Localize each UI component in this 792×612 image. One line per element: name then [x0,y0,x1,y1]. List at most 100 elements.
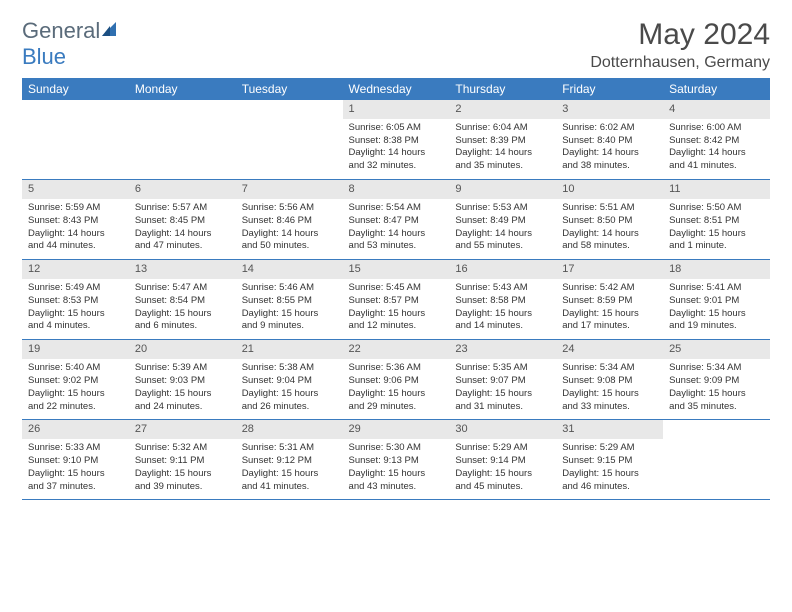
sunrise-text: Sunrise: 5:57 AM [135,202,230,215]
calendar-cell: 5Sunrise: 5:59 AMSunset: 8:43 PMDaylight… [22,180,129,260]
daylight-text: Daylight: 15 hours [28,388,123,401]
sunset-text: Sunset: 9:11 PM [135,455,230,468]
sunrise-text: Sunrise: 5:47 AM [135,282,230,295]
calendar-week-row: 5 Sunrise: 5:59 AMSunset: 8:43 PM Daylight… [22,180,770,260]
day-number: 4 [663,100,770,119]
day-body: Sunrise: 6:05 AMSunset: 8:38 PMDaylight:… [343,119,450,179]
day-body: Sunrise: 5:42 AMSunset: 8:59 PMDaylight:… [556,279,663,339]
calendar-cell: 10Sunrise: 5:51 AMSunset: 8:50 PMDayligh… [556,180,663,260]
calendar-cell: 16Sunrise: 5:43 AMSunset: 8:58 PMDayligh… [449,260,556,340]
daylight-text: Daylight: 15 hours [242,308,337,321]
sunset-text: Sunset: 8:55 PM [242,295,337,308]
day-body: Sunrise: 6:00 AMSunset: 8:42 PMDaylight:… [663,119,770,179]
daylight-text: and 6 minutes. [135,320,230,333]
sunset-text: Sunset: 9:06 PM [349,375,444,388]
calendar-cell: 25Sunrise: 5:34 AMSunset: 9:09 PMDayligh… [663,340,770,420]
sunrise-text: Sunrise: 5:46 AM [242,282,337,295]
weekday-header: Tuesday [236,78,343,100]
day-number: 19 [22,340,129,359]
daylight-text: Daylight: 15 hours [135,308,230,321]
daylight-text: and 4 minutes. [28,320,123,333]
daylight-text: and 45 minutes. [455,481,550,494]
sunset-text: Sunset: 8:43 PM [28,215,123,228]
calendar-cell: 30Sunrise: 5:29 AMSunset: 9:14 PMDayligh… [449,420,556,500]
day-number: 24 [556,340,663,359]
daylight-text: and 9 minutes. [242,320,337,333]
sunrise-text: Sunrise: 5:32 AM [135,442,230,455]
calendar-cell [236,100,343,180]
sunset-text: Sunset: 8:39 PM [455,135,550,148]
daylight-text: and 46 minutes. [562,481,657,494]
day-body-empty [663,439,770,491]
calendar-cell [129,100,236,180]
day-number: 25 [663,340,770,359]
daylight-text: Daylight: 15 hours [562,388,657,401]
calendar-cell: 21Sunrise: 5:38 AMSunset: 9:04 PMDayligh… [236,340,343,420]
daylight-text: and 22 minutes. [28,401,123,414]
daylight-text: Daylight: 14 hours [669,147,764,160]
day-body: Sunrise: 5:56 AMSunset: 8:46 PMDaylight:… [236,199,343,259]
day-number: 22 [343,340,450,359]
sunset-text: Sunset: 8:59 PM [562,295,657,308]
daylight-text: Daylight: 15 hours [349,468,444,481]
daylight-text: Daylight: 15 hours [28,468,123,481]
day-body: Sunrise: 5:40 AMSunset: 9:02 PMDaylight:… [22,359,129,419]
day-number: 2 [449,100,556,119]
day-number: 10 [556,180,663,199]
calendar-cell: 2Sunrise: 6:04 AMSunset: 8:39 PMDaylight… [449,100,556,180]
day-number: 29 [343,420,450,439]
daylight-text: and 58 minutes. [562,240,657,253]
day-body: Sunrise: 5:53 AMSunset: 8:49 PMDaylight:… [449,199,556,259]
daylight-text: and 44 minutes. [28,240,123,253]
day-number: 27 [129,420,236,439]
daylight-text: and 55 minutes. [455,240,550,253]
calendar-cell: 31Sunrise: 5:29 AMSunset: 9:15 PMDayligh… [556,420,663,500]
day-body: Sunrise: 6:04 AMSunset: 8:39 PMDaylight:… [449,119,556,179]
calendar-cell: 20Sunrise: 5:39 AMSunset: 9:03 PMDayligh… [129,340,236,420]
daylight-text: Daylight: 14 hours [135,228,230,241]
day-number: 7 [236,180,343,199]
day-body: Sunrise: 5:36 AMSunset: 9:06 PMDaylight:… [343,359,450,419]
day-number: 5 [22,180,129,199]
sunrise-text: Sunrise: 5:59 AM [28,202,123,215]
calendar-cell: 7Sunrise: 5:56 AMSunset: 8:46 PMDaylight… [236,180,343,260]
daylight-text: and 33 minutes. [562,401,657,414]
sunset-text: Sunset: 9:10 PM [28,455,123,468]
sunset-text: Sunset: 9:04 PM [242,375,337,388]
weekday-header-row: Sunday Monday Tuesday Wednesday Thursday… [22,78,770,100]
sunset-text: Sunset: 9:01 PM [669,295,764,308]
daylight-text: Daylight: 15 hours [135,388,230,401]
day-body: Sunrise: 5:50 AMSunset: 8:51 PMDaylight:… [663,199,770,259]
sunset-text: Sunset: 8:53 PM [28,295,123,308]
daylight-text: Daylight: 15 hours [669,228,764,241]
daylight-text: and 41 minutes. [669,160,764,173]
daylight-text: Daylight: 15 hours [349,308,444,321]
day-number-empty [129,100,236,119]
sunset-text: Sunset: 9:15 PM [562,455,657,468]
daylight-text: Daylight: 15 hours [455,388,550,401]
title-block: May 2024 Dotternhausen, Germany [590,18,770,72]
brand-text: General Blue [22,18,118,70]
day-number-empty [236,100,343,119]
day-number: 15 [343,260,450,279]
daylight-text: Daylight: 14 hours [455,228,550,241]
sunrise-text: Sunrise: 6:02 AM [562,122,657,135]
sunset-text: Sunset: 9:03 PM [135,375,230,388]
daylight-text: Daylight: 15 hours [562,468,657,481]
day-number: 1 [343,100,450,119]
day-number: 11 [663,180,770,199]
sunrise-text: Sunrise: 5:39 AM [135,362,230,375]
calendar-cell: 4Sunrise: 6:00 AMSunset: 8:42 PMDaylight… [663,100,770,180]
sunrise-text: Sunrise: 5:38 AM [242,362,337,375]
calendar-cell: 8Sunrise: 5:54 AMSunset: 8:47 PMDaylight… [343,180,450,260]
sunrise-text: Sunrise: 5:56 AM [242,202,337,215]
sunrise-text: Sunrise: 5:50 AM [669,202,764,215]
daylight-text: Daylight: 14 hours [455,147,550,160]
day-body: Sunrise: 5:33 AMSunset: 9:10 PMDaylight:… [22,439,129,499]
calendar-cell [663,420,770,500]
calendar-cell: 24Sunrise: 5:34 AMSunset: 9:08 PMDayligh… [556,340,663,420]
daylight-text: Daylight: 15 hours [242,388,337,401]
sunset-text: Sunset: 9:14 PM [455,455,550,468]
day-body: Sunrise: 5:34 AMSunset: 9:08 PMDaylight:… [556,359,663,419]
weekday-header: Monday [129,78,236,100]
